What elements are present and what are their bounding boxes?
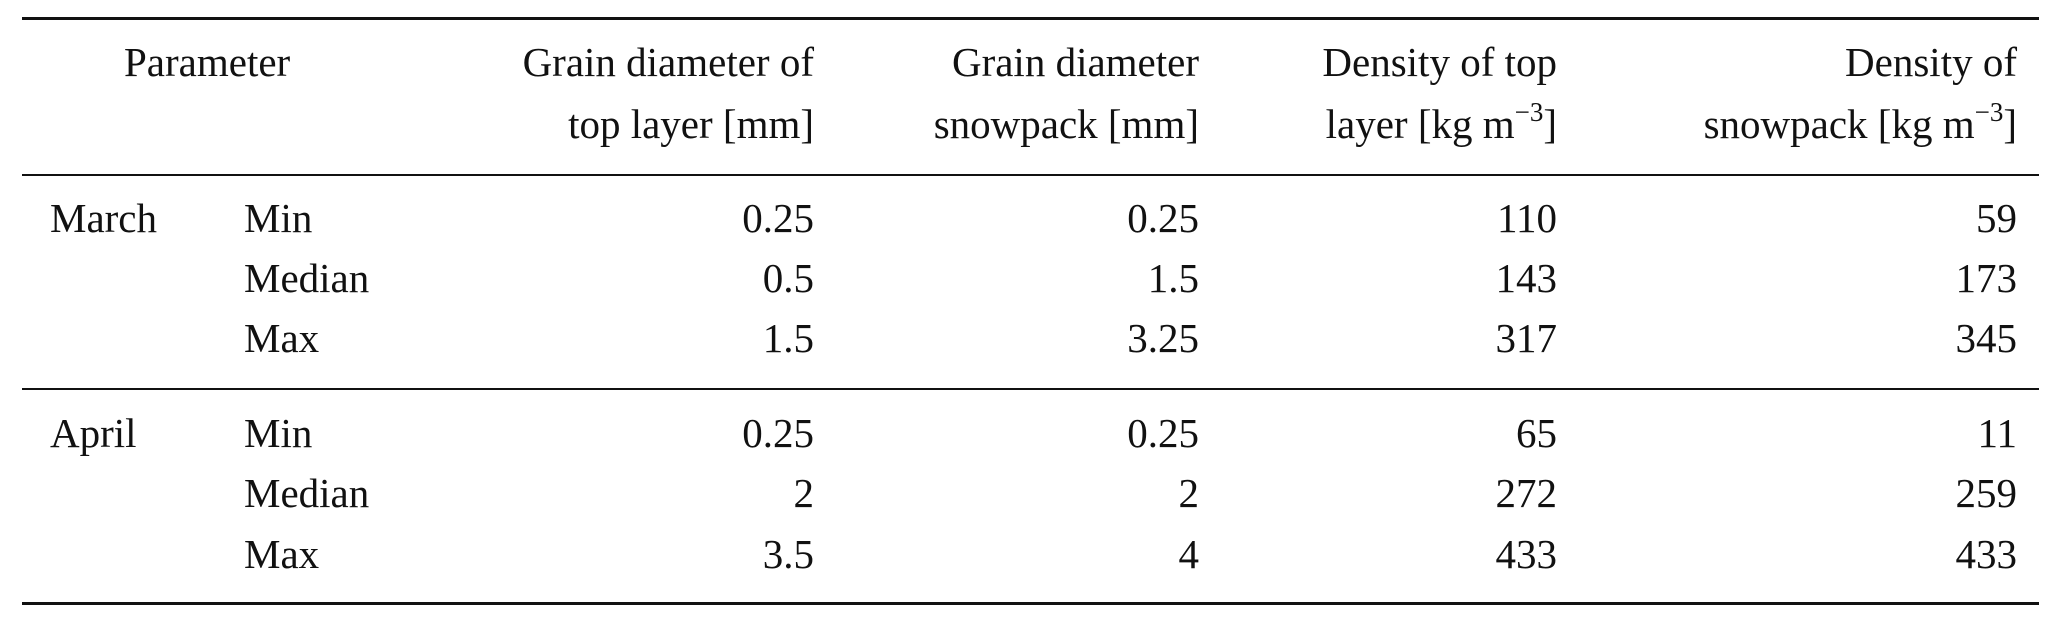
cell-grain-top: 0.25	[742, 410, 814, 456]
cell-grain-top: 1.5	[762, 315, 814, 361]
group-label-april: April	[50, 410, 137, 456]
row-stat: Max	[244, 531, 320, 577]
cell-grain-pack: 2	[1178, 470, 1200, 516]
cell-density-top: 143	[1495, 255, 1558, 301]
cell-grain-pack: 3.25	[1127, 315, 1199, 361]
cell-density-pack: 259	[1955, 470, 2018, 516]
row-stat: Median	[244, 470, 370, 516]
cell-grain-top: 0.25	[742, 195, 814, 241]
cell-density-pack: 345	[1955, 315, 2018, 361]
cell-density-pack: 11	[1977, 410, 2017, 456]
cell-density-pack: 173	[1955, 255, 2018, 301]
group-separator-rule	[22, 388, 2039, 390]
cell-density-top: 272	[1495, 470, 1558, 516]
row-stat: Min	[244, 410, 313, 456]
cell-density-pack: 59	[1976, 195, 2017, 241]
header-grain-top-line1: Grain diameter of	[522, 39, 814, 85]
header-grain-top-line2: top layer [mm]	[568, 101, 814, 147]
group-label-march: March	[50, 195, 158, 241]
header-density-pack-line1: Density of	[1845, 39, 2017, 85]
cell-grain-top: 2	[793, 470, 815, 516]
cell-density-top: 433	[1495, 531, 1558, 577]
header-rule	[22, 174, 2039, 176]
bottom-rule	[22, 602, 2039, 605]
cell-grain-top: 3.5	[762, 531, 814, 577]
cell-grain-top: 0.5	[762, 255, 814, 301]
cell-grain-pack: 0.25	[1127, 410, 1199, 456]
header-density-top-line2: layer [kg m−3]	[1325, 97, 1557, 147]
top-rule	[22, 17, 2039, 20]
cell-density-top: 317	[1495, 315, 1558, 361]
cell-grain-pack: 4	[1178, 531, 1200, 577]
cell-density-top: 65	[1516, 410, 1557, 456]
header-density-pack-line2: snowpack [kg m−3]	[1703, 97, 2017, 147]
cell-grain-pack: 1.5	[1147, 255, 1199, 301]
row-stat: Max	[244, 315, 320, 361]
cell-density-top: 110	[1497, 195, 1557, 241]
cell-grain-pack: 0.25	[1127, 195, 1199, 241]
cell-density-pack: 433	[1955, 531, 2018, 577]
header-grain-pack-line1: Grain diameter	[951, 39, 1199, 85]
row-stat: Median	[244, 255, 370, 301]
header-parameter: Parameter	[124, 39, 291, 85]
header-grain-pack-line2: snowpack [mm]	[933, 101, 1199, 147]
header-density-top-line1: Density of top	[1322, 39, 1557, 85]
row-stat: Min	[244, 195, 313, 241]
